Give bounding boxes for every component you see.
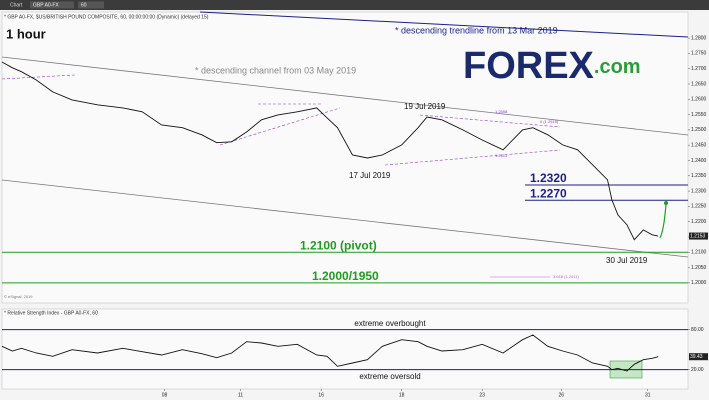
last-value-box [689, 232, 708, 240]
y-tick-label: 1.2400 [691, 158, 707, 164]
fib-label: 0 (1.2519) [540, 119, 559, 124]
y-tick-label: 1.2100 [691, 250, 707, 256]
x-tick-label: 31 [645, 392, 651, 398]
last-value-label: 39.43 [690, 354, 703, 360]
fib-line [419, 114, 561, 128]
y-tick-label: 1.2450 [691, 143, 707, 149]
y-tick-label: 1.2800 [691, 35, 707, 41]
rsi-header: * Relative Strength Index - GBP A0-FX, 6… [4, 310, 98, 316]
annotation: 17 Jul 2019 [349, 171, 391, 180]
toolbar-item[interactable]: 60 [81, 2, 87, 8]
symbol-box[interactable] [30, 1, 74, 9]
annotation: 19 Jul 2019 [404, 102, 446, 111]
x-tick-label: 11 [238, 392, 243, 398]
chart-title: 1 hour [6, 26, 46, 41]
x-tick-label: 23 [479, 392, 485, 398]
y-tick-label: 1.2350 [691, 173, 707, 179]
level-label: 1.2000/1950 [312, 269, 379, 283]
annotation: 30 Jul 2019 [606, 256, 648, 265]
channel-lower [1, 179, 689, 258]
fib-line [1, 74, 76, 80]
price-panel [1, 11, 689, 304]
y-tick-label: 1.2650 [691, 81, 707, 87]
last-value-label: 1.2153 [690, 233, 706, 239]
copyright: © eSignal, 2019 [4, 294, 33, 299]
price-line [1, 61, 659, 241]
y-tick-label: 1.2000 [691, 280, 707, 286]
y-tick-label: 1.2750 [691, 51, 707, 57]
last-value-box [689, 353, 708, 361]
annotation: * descending trendline from 13 Mar 2019 [395, 25, 558, 35]
y-tick-label: 1.2700 [691, 66, 707, 72]
toolbar-item[interactable]: Chart [10, 2, 23, 8]
price-line [1, 334, 659, 372]
level-label: extreme overbought [354, 319, 426, 328]
y-tick-label: 1.2200 [691, 219, 707, 225]
level-label: 1.2100 (pivot) [300, 238, 377, 252]
fib-line [219, 107, 341, 146]
toolbar-item[interactable]: GBP A0-FX [33, 2, 59, 8]
fib-line [384, 149, 561, 166]
y-tick-label: 1.2300 [691, 188, 707, 194]
level-label: 1.2320 [530, 171, 567, 185]
x-tick-label: 26 [558, 392, 564, 398]
x-tick-label: 08 [162, 392, 168, 398]
arrow-head [664, 201, 668, 205]
logo-suffix: .com [594, 56, 641, 78]
x-tick-label: 16 [318, 392, 324, 398]
fib-label: 3.618 (1.2011) [553, 274, 579, 279]
arrow [659, 203, 667, 239]
rsi-panel [1, 308, 689, 390]
interval-box[interactable] [78, 1, 104, 9]
y-tick-label: 1.2250 [691, 204, 707, 210]
toolbar [0, 0, 709, 10]
chart-header: * GBP A0-FX, $US/BRITISH POUND COMPOSITE… [4, 14, 209, 20]
x-tick-label: 18 [399, 392, 405, 398]
y-tick-label: 20.00 [691, 367, 704, 373]
annotation: * descending channel from 03 May 2019 [195, 65, 356, 75]
fib-label: 1.2414 [495, 153, 508, 158]
y-tick-label: 1.2600 [691, 97, 707, 103]
y-tick-label: 1.2050 [691, 265, 707, 271]
y-tick-label: 80.00 [691, 327, 704, 333]
level-label: 1.2270 [530, 186, 567, 200]
channel-upper [1, 56, 689, 136]
level-label: extreme oversold [359, 372, 420, 381]
y-tick-label: 1.2500 [691, 127, 707, 133]
logo: FOREX.com [463, 45, 641, 87]
trendline [199, 11, 689, 38]
logo-brand: FOREX [463, 45, 595, 87]
fib-label: 1.2558 [495, 109, 508, 114]
y-tick-label: 1.2550 [691, 112, 707, 118]
